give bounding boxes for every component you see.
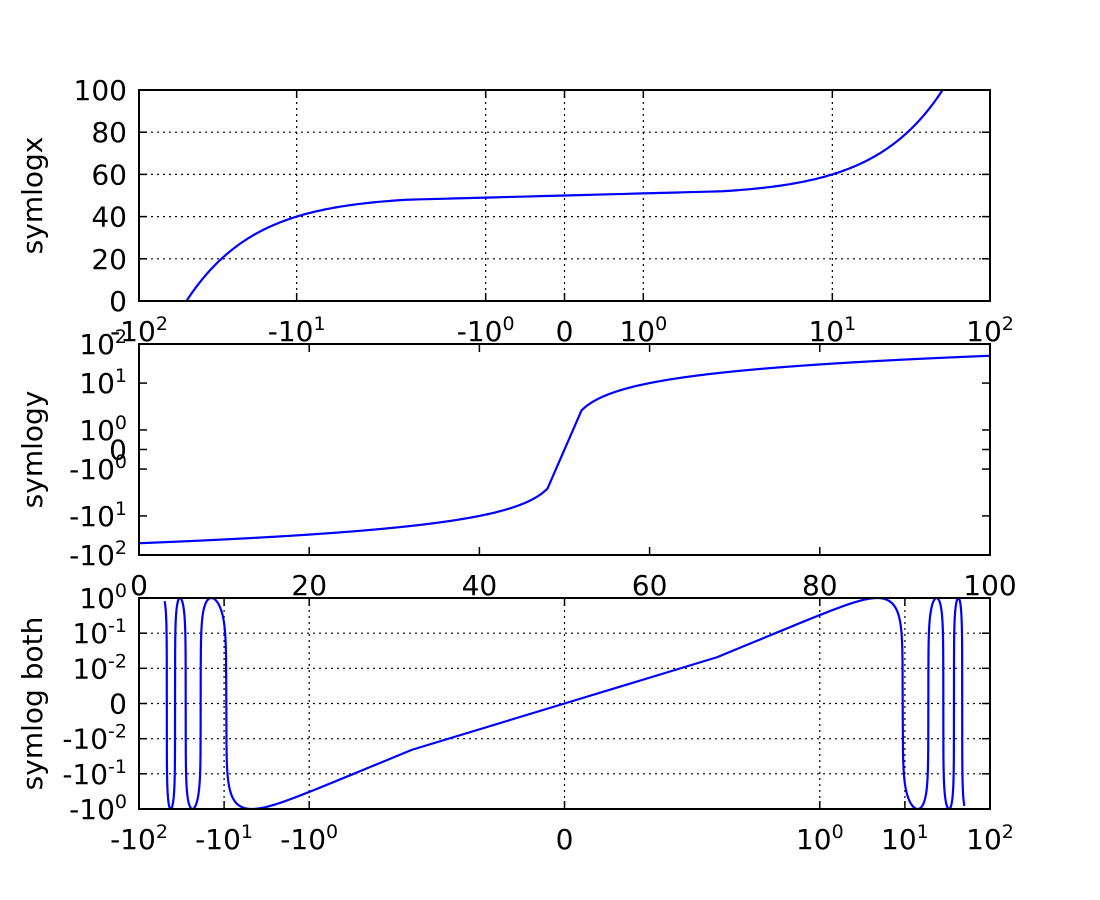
x-tick-label: 100	[619, 313, 667, 348]
x-tick-label: -100	[280, 821, 338, 856]
y-tick-label: -10-1	[62, 756, 127, 791]
x-tick-label: 20	[291, 569, 327, 602]
x-tick-label: 101	[808, 313, 856, 348]
y-tick-label: 20	[91, 243, 127, 276]
y-tick-label: 100	[79, 580, 127, 615]
y-tick-label: 100	[74, 74, 127, 107]
y-axis-label: symlogx	[16, 137, 49, 255]
y-tick-label: 0	[109, 434, 127, 467]
x-tick-label: 101	[881, 821, 929, 856]
series-line	[139, 354, 990, 545]
series-line	[185, 90, 944, 301]
x-tick-label: -102	[110, 821, 168, 856]
x-tick-label: 0	[556, 315, 574, 348]
y-axis-label: symlog both	[16, 617, 49, 791]
y-tick-label: 80	[91, 116, 127, 149]
x-tick-label: 0	[130, 569, 148, 602]
x-tick-label: -101	[195, 821, 253, 856]
x-tick-label: 100	[796, 821, 844, 856]
y-axis-label: symlogy	[16, 391, 49, 509]
y-tick-label: -102	[69, 537, 127, 572]
y-tick-label: -100	[69, 791, 127, 826]
y-tick-label: 60	[91, 158, 127, 191]
y-tick-label: 10-2	[72, 650, 127, 685]
x-tick-label: 102	[966, 313, 1014, 348]
x-tick-label: 40	[462, 569, 498, 602]
y-tick-label: 40	[91, 201, 127, 234]
x-tick-label: 80	[802, 569, 838, 602]
y-tick-label: 0	[109, 285, 127, 318]
x-tick-label: -101	[268, 313, 326, 348]
x-tick-label: 100	[963, 569, 1016, 602]
y-tick-label: 102	[79, 326, 127, 361]
x-tick-label: -102	[110, 313, 168, 348]
x-tick-label: 0	[556, 823, 574, 856]
y-tick-label: 10-1	[72, 615, 127, 650]
y-tick-label: -10-2	[62, 721, 127, 756]
subplot-1: -102 -101 -100 0 100 101 102 0 20 40 60 80 100 symlog…	[16, 74, 1014, 348]
y-tick-label: -101	[69, 498, 127, 533]
y-tick-label: 100	[79, 412, 127, 447]
subplot-2: 0 20 40 60 80 100-102-101-1000100101102symlog…	[16, 326, 1017, 602]
x-tick-label: -100	[457, 313, 515, 348]
y-tick-label: -100	[69, 451, 127, 486]
subplot-3: -102 -101 -100 0 100 101 102-100-10-1-10-2010-…	[16, 580, 1014, 856]
x-tick-label: 102	[966, 821, 1014, 856]
y-tick-label: 0	[109, 688, 127, 721]
x-tick-label: 60	[632, 569, 668, 602]
y-tick-label: 101	[79, 365, 127, 400]
